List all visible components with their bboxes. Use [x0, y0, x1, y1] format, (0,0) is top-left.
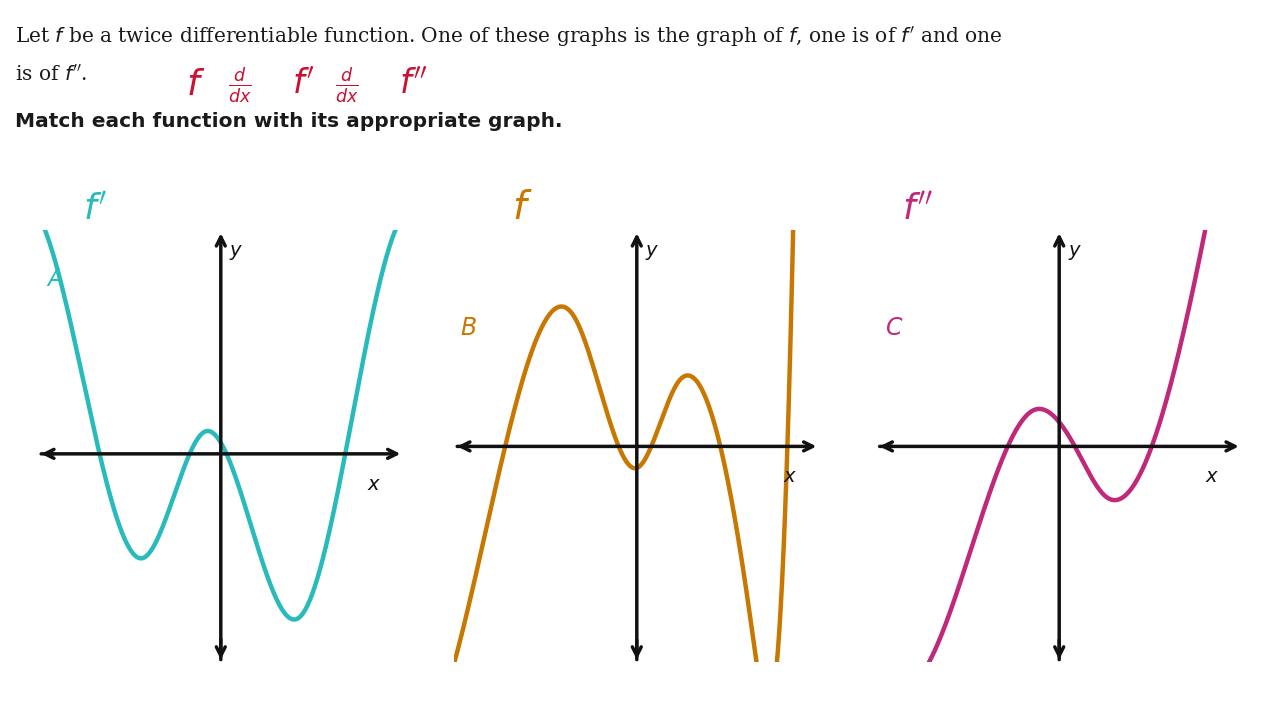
Text: $\frac{d}{dx}$: $\frac{d}{dx}$ — [228, 65, 251, 104]
Text: $f$: $f$ — [186, 68, 205, 102]
Text: $f''$: $f''$ — [902, 193, 933, 227]
Text: $x$: $x$ — [367, 476, 381, 494]
Text: Match each function with its appropriate graph.: Match each function with its appropriate… — [15, 112, 563, 130]
Text: $x$: $x$ — [1206, 468, 1220, 485]
Text: $x$: $x$ — [783, 468, 797, 485]
Text: $f'$: $f'$ — [292, 68, 315, 100]
Text: $C$: $C$ — [884, 317, 902, 340]
Text: $B$: $B$ — [460, 317, 476, 340]
Text: $f''$: $f''$ — [399, 68, 429, 100]
Text: $\frac{d}{dx}$: $\frac{d}{dx}$ — [335, 65, 358, 104]
Text: $f'$: $f'$ — [83, 193, 108, 227]
Text: $A$: $A$ — [46, 268, 64, 291]
Text: $y$: $y$ — [1068, 243, 1082, 261]
Text: $y$: $y$ — [229, 243, 243, 262]
Text: $f$: $f$ — [512, 190, 532, 227]
Text: $y$: $y$ — [645, 243, 659, 261]
Text: is of $f''$.: is of $f''$. — [15, 65, 88, 85]
Text: Let $f$ be a twice differentiable function. One of these graphs is the graph of : Let $f$ be a twice differentiable functi… — [15, 25, 1002, 49]
